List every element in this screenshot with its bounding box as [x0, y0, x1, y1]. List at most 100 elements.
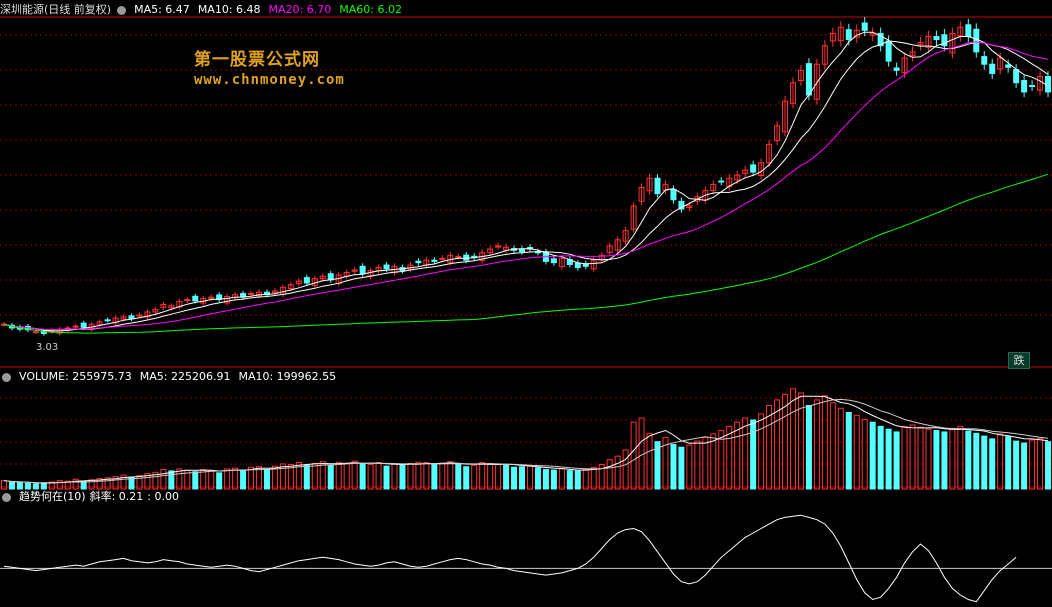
candle-body [989, 63, 996, 74]
candle-body [208, 296, 215, 299]
volume-bar [797, 392, 804, 490]
candle-body [750, 164, 757, 173]
volume-bar [24, 482, 31, 490]
candle-body [431, 259, 438, 262]
candle-body [837, 26, 844, 42]
volume-bar [455, 463, 462, 490]
candle-body [965, 24, 972, 37]
volume-bar [965, 430, 972, 490]
volume-bar [534, 467, 541, 490]
trend-slope-label: 斜率: 0.21 [89, 490, 144, 503]
volume-bar [678, 446, 685, 490]
volume-bar [1045, 441, 1052, 490]
volume-settings-dot-icon[interactable] [2, 372, 11, 382]
candle-body [789, 82, 796, 104]
volume-bar [208, 470, 215, 490]
candle-body [885, 40, 892, 62]
candle-body [383, 264, 390, 270]
candle-body [112, 317, 119, 324]
volume-bar [702, 437, 709, 490]
volume-bar [104, 477, 111, 490]
trend-zero-label: : 0.00 [147, 490, 179, 503]
volume-bar [853, 414, 860, 490]
volume-bar [782, 393, 789, 490]
volume-bar [152, 471, 159, 490]
volume-bar [606, 459, 613, 490]
volume-bar [949, 427, 956, 490]
volume-bar [256, 466, 263, 490]
volume-bar [774, 399, 781, 490]
volume-bar [885, 428, 892, 490]
fall-badge[interactable]: 跌 [1008, 352, 1030, 369]
volume-bar [686, 444, 693, 490]
ma20-line [3, 41, 1049, 330]
volume-bar [614, 455, 621, 490]
candle-body [614, 239, 621, 251]
candle-body [1029, 85, 1036, 88]
candle-body [933, 35, 940, 41]
volume-bar [917, 426, 924, 490]
volume-bar [463, 466, 470, 490]
volume-bar [877, 425, 884, 490]
volume-bar [925, 428, 932, 490]
volume-bar [542, 469, 549, 490]
candle-body [271, 290, 278, 293]
volume-bar [566, 470, 573, 490]
trend-settings-dot-icon[interactable] [2, 492, 11, 502]
volume-bar [1037, 437, 1044, 490]
candle-body [1013, 69, 1020, 84]
candle-body [821, 45, 828, 65]
settings-dot-icon[interactable] [117, 5, 127, 15]
volume-bar [56, 480, 63, 490]
candle-body [782, 100, 789, 133]
candle-body [287, 284, 294, 289]
volume-bar [638, 417, 645, 490]
volume-bar [519, 466, 526, 490]
volume-bar [487, 462, 494, 490]
volume-bar [279, 463, 286, 490]
candle-body [303, 277, 310, 284]
volume-bar [319, 461, 326, 490]
volume-bar [16, 482, 23, 490]
volume-bar [359, 463, 366, 490]
candle-body [630, 205, 637, 230]
candle-body [742, 169, 749, 174]
candle-body [184, 299, 191, 302]
candle-body [845, 29, 852, 41]
volume-bar [232, 467, 239, 490]
volume-bar [654, 441, 661, 490]
volume-bar [8, 481, 15, 490]
volume-bar [511, 466, 518, 490]
volume-bar [981, 435, 988, 490]
candle-body [797, 69, 804, 82]
volume-bar [439, 462, 446, 490]
volume-bar [813, 399, 820, 490]
ma60-line [3, 173, 1049, 334]
candle-body [415, 260, 422, 264]
volume-bar [383, 465, 390, 490]
volume-bar [503, 464, 510, 490]
candle-body [128, 315, 135, 320]
volume-bar [997, 433, 1004, 490]
candle-body [144, 311, 151, 318]
candle-body [901, 57, 908, 74]
volume-bar [0, 480, 7, 490]
candle-body [710, 183, 717, 192]
volume-bar [1013, 440, 1020, 490]
volume-bar [192, 471, 199, 490]
volume-bar [120, 474, 127, 490]
volume-bar [821, 395, 828, 490]
volume-bar [598, 464, 605, 490]
volume-bar [240, 469, 247, 490]
volume-bar [471, 464, 478, 490]
candle-body [917, 42, 924, 46]
candle-body [734, 174, 741, 181]
ma20-label: MA20: 6.70 [268, 3, 332, 16]
volume-bar [941, 431, 948, 490]
volume-ma10-line [3, 398, 1049, 484]
candle-body [861, 22, 868, 31]
volume-bar [391, 463, 398, 490]
volume-bar [646, 432, 653, 490]
candle-body [829, 32, 836, 42]
